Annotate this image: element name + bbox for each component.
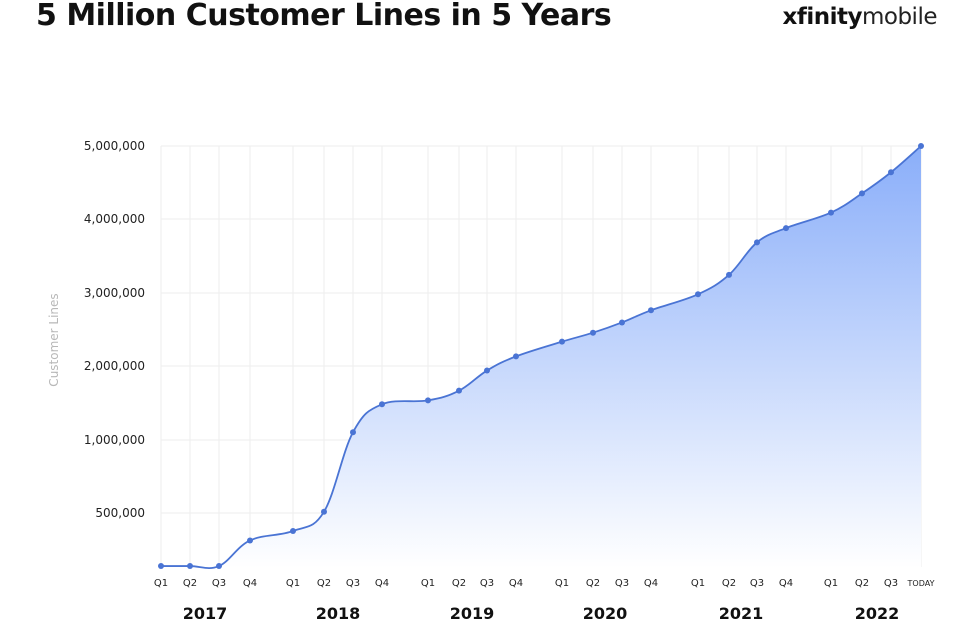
x-tick-label: Q3 — [212, 578, 226, 589]
x-tick-label: Q1 — [555, 578, 569, 589]
data-point — [559, 338, 565, 345]
data-points — [158, 143, 924, 570]
area-fill — [161, 146, 921, 569]
data-point — [859, 190, 865, 197]
data-point — [456, 387, 462, 394]
xfinity-mobile-logo: xfinitymobile — [783, 4, 938, 30]
y-tick-label: 500,000 — [95, 506, 145, 520]
x-tick-label: Q2 — [586, 578, 600, 589]
x-tick-label: TODAY — [907, 579, 935, 588]
x-tick-label: Q1 — [421, 578, 435, 589]
year-label: 2021 — [719, 604, 764, 623]
y-tick-label: 4,000,000 — [84, 212, 145, 226]
y-tick-label: 1,000,000 — [84, 433, 145, 447]
x-tick-label: Q2 — [722, 578, 736, 589]
y-tick-label: 5,000,000 — [84, 139, 145, 153]
year-label: 2018 — [316, 604, 361, 623]
data-point — [590, 329, 596, 336]
x-tick-label: Q2 — [855, 578, 869, 589]
x-tick-label: Q3 — [480, 578, 494, 589]
y-axis-label: Customer Lines — [47, 293, 61, 386]
data-point — [783, 225, 789, 232]
year-labels: 2017 2018 2019 2020 2021 2022 — [183, 604, 900, 623]
data-point — [888, 169, 894, 176]
x-tick-label: Q3 — [884, 578, 898, 589]
x-tick-label: Q2 — [317, 578, 331, 589]
data-point — [379, 401, 385, 408]
x-tick-label: Q4 — [243, 578, 257, 589]
x-tick-label: Q3 — [615, 578, 629, 589]
x-tick-label: Q4 — [509, 578, 523, 589]
data-point — [350, 429, 356, 436]
data-point — [513, 353, 519, 360]
x-tick-label: Q4 — [779, 578, 793, 589]
logo-sub-text: mobile — [861, 4, 938, 30]
y-tick-label: 3,000,000 — [84, 286, 145, 300]
data-point — [695, 291, 701, 298]
logo-brand-text: xfinity — [782, 4, 863, 30]
y-axis-ticks: 500,000 1,000,000 2,000,000 3,000,000 4,000,… — [84, 139, 145, 520]
x-tick-label: Q4 — [644, 578, 658, 589]
year-label: 2022 — [855, 604, 900, 623]
x-tick-label: Q1 — [691, 578, 705, 589]
x-tick-label: Q4 — [375, 578, 389, 589]
data-point — [321, 508, 327, 515]
y-tick-label: 2,000,000 — [84, 359, 145, 373]
x-tick-label: Q1 — [154, 578, 168, 589]
data-point — [290, 528, 296, 534]
data-point — [648, 307, 654, 314]
data-point — [187, 563, 193, 570]
x-tick-label: Q1 — [286, 578, 300, 589]
year-label: 2019 — [450, 604, 495, 623]
data-point — [726, 271, 732, 278]
x-tick-label: Q3 — [346, 578, 360, 589]
x-tick-label: Q2 — [183, 578, 197, 589]
data-point — [484, 367, 490, 374]
data-point — [247, 537, 253, 544]
data-point — [754, 239, 760, 246]
data-point — [619, 319, 625, 326]
x-tick-label: Q1 — [824, 578, 838, 589]
x-tick-label: Q2 — [452, 578, 466, 589]
data-point — [918, 143, 924, 149]
x-tick-label: Q3 — [750, 578, 764, 589]
x-axis-ticks: Q1 Q2 Q3 Q4 Q1 Q2 Q3 Q4 Q1 Q2 Q3 Q4 Q1 Q2 Q3 Q4 Q1 Q2 Q3 Q4… — [154, 578, 935, 589]
data-point — [425, 397, 431, 404]
year-label: 2020 — [583, 604, 628, 623]
chart-title: 5 Million Customer Lines in 5 Years — [36, 0, 612, 33]
data-point — [216, 563, 222, 570]
data-point — [828, 209, 834, 216]
year-label: 2017 — [183, 604, 228, 623]
data-point — [158, 563, 164, 570]
